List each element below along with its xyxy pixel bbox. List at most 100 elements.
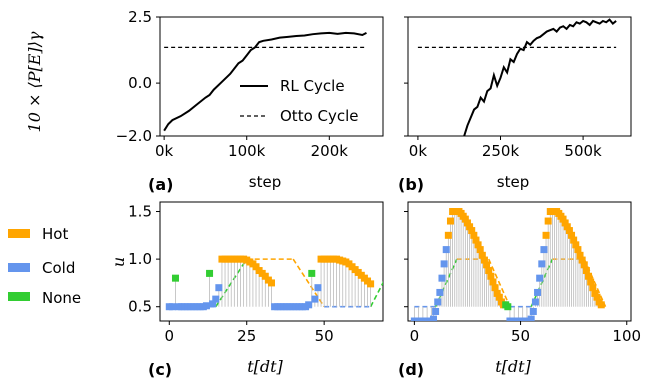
panel-c-plot bbox=[165, 255, 383, 311]
panel-b-xtick-label: 250k bbox=[482, 142, 520, 160]
panel-d-marker-hot bbox=[474, 241, 482, 249]
panel-d-marker-hot bbox=[578, 256, 586, 264]
panel-c-xtick-label: 25 bbox=[237, 327, 256, 345]
panel-d-marker-hot bbox=[470, 231, 478, 239]
panel-d-marker-cold bbox=[529, 307, 537, 315]
action-legend: Hot Cold None bbox=[8, 225, 81, 307]
panel-b-frame bbox=[407, 16, 632, 137]
panel-d-marker-cold bbox=[540, 246, 548, 254]
panel-d-otto-segment bbox=[487, 258, 511, 308]
panel-c-ytick-label: 1.5 bbox=[128, 203, 152, 221]
panel-c-xlabel: t[dt] bbox=[247, 357, 283, 376]
panel-c-marker-none bbox=[171, 274, 179, 282]
panel-d-plot bbox=[410, 208, 607, 321]
panel-d-marker-hot bbox=[542, 231, 550, 239]
panel-d-xlabel: t[dt] bbox=[495, 357, 531, 376]
panel-b-series-rl bbox=[463, 18, 617, 136]
legend-hot-swatch bbox=[8, 229, 30, 238]
panel-c-marker-none bbox=[206, 269, 214, 277]
panel-c-marker-cold bbox=[168, 303, 176, 311]
panel-c-marker-cold bbox=[212, 295, 220, 303]
panel-d-marker-cold bbox=[432, 307, 440, 315]
panel-c-otto-segment bbox=[369, 281, 383, 308]
panel-c-marker-cold bbox=[202, 302, 210, 310]
panel-d-marker-cold bbox=[538, 260, 546, 268]
panel-d-label: (d) bbox=[398, 360, 424, 379]
panel-a-xtick-label: 0k bbox=[155, 142, 174, 160]
panel-d-marker-hot bbox=[576, 251, 584, 259]
panel-d-marker-cold bbox=[440, 260, 448, 268]
panel-c-otto-segment bbox=[292, 258, 325, 308]
panel-c-label: (c) bbox=[148, 360, 172, 379]
panel-d-marker-cold bbox=[506, 317, 514, 321]
panel-c-marker-cold bbox=[209, 300, 217, 308]
panel-d-marker-cold bbox=[519, 317, 527, 321]
panel-d-axes: 0 50 100 bbox=[404, 201, 641, 345]
panel-d-marker-hot bbox=[468, 227, 476, 235]
panel-c-marker-hot bbox=[261, 272, 269, 280]
panel-a-xtick-label: 100k bbox=[228, 142, 266, 160]
panel-d-marker-hot bbox=[472, 236, 480, 244]
panel-c-marker-cold bbox=[305, 301, 313, 309]
panel-d-marker-hot bbox=[563, 223, 571, 231]
panel-d-marker-hot bbox=[565, 227, 573, 235]
legend-otto-label: Otto Cycle bbox=[280, 107, 359, 125]
panel-d-marker-hot bbox=[466, 223, 474, 231]
panel-d-marker-cold bbox=[410, 317, 418, 321]
panel-a-xlabel: step bbox=[249, 173, 281, 191]
panel-a-axes: 0k 100k 200k 2.5 0.0 −2.0 bbox=[116, 8, 384, 160]
panel-a-ylabel: 10 × ⟨P[E]⟩γ bbox=[25, 31, 44, 132]
panel-d-marker-hot bbox=[568, 231, 576, 239]
panel-d-marker-hot bbox=[463, 219, 471, 227]
panel-d-marker-hot bbox=[444, 231, 452, 239]
panel-d-marker-none bbox=[504, 303, 512, 311]
panel-d-marker-cold bbox=[510, 317, 518, 321]
panel-a-ytick-label: −2.0 bbox=[116, 127, 152, 145]
panel-c-ytick-label: 1.0 bbox=[128, 250, 152, 268]
panel-d-marker-hot bbox=[493, 289, 501, 297]
panel-c-marker-hot bbox=[268, 279, 275, 287]
panel-d-marker-hot bbox=[580, 261, 588, 269]
panel-d-marker-cold bbox=[429, 315, 437, 321]
panel-d-marker-hot bbox=[544, 217, 552, 225]
panel-d-marker-hot bbox=[446, 217, 454, 225]
panel-d-marker-hot bbox=[487, 272, 495, 280]
panel-d-marker-hot bbox=[591, 289, 599, 297]
panel-d-marker-hot bbox=[485, 267, 493, 275]
panel-b-xtick-label: 0k bbox=[409, 142, 428, 160]
panel-d-marker-cold bbox=[442, 246, 450, 254]
legend-none-label: None bbox=[42, 289, 81, 307]
panel-d-marker-hot bbox=[572, 241, 580, 249]
panel-c-ytick-label: 0.5 bbox=[128, 298, 152, 316]
panel-d-marker-hot bbox=[587, 278, 595, 286]
panel-a-label: (a) bbox=[148, 175, 173, 194]
panel-d-marker-hot bbox=[489, 278, 497, 286]
panel-c-xtick-label: 0 bbox=[165, 327, 175, 345]
panel-a-frame bbox=[159, 16, 384, 137]
panel-c-marker-cold bbox=[314, 284, 322, 292]
panel-c-marker-cold bbox=[311, 295, 319, 303]
panel-c-xtick-label: 50 bbox=[315, 327, 334, 345]
panel-d-marker-cold bbox=[523, 317, 531, 321]
panel-d-marker-cold bbox=[536, 274, 544, 282]
panel-d-marker-cold bbox=[438, 274, 446, 282]
panel-d-marker-hot bbox=[480, 256, 488, 264]
panel-b-xtick-label: 500k bbox=[564, 142, 602, 160]
panel-d-marker-cold bbox=[527, 315, 535, 321]
panel-d-marker-cold bbox=[514, 317, 522, 321]
panel-c-ylabel: u bbox=[109, 257, 128, 267]
panel-d-marker-hot bbox=[476, 246, 484, 254]
panel-c-marker-hot bbox=[367, 280, 375, 288]
panel-d-marker-hot bbox=[491, 284, 499, 292]
panel-d-marker-hot bbox=[559, 215, 567, 223]
panel-d-marker-hot bbox=[478, 251, 486, 259]
legend-hot-label: Hot bbox=[42, 225, 68, 243]
panel-d-xtick-label: 0 bbox=[410, 327, 420, 345]
panel-d-marker-cold bbox=[436, 288, 444, 296]
panel-d-marker-hot bbox=[582, 267, 590, 275]
top-legend: RL Cycle Otto Cycle bbox=[240, 77, 359, 125]
panel-d-xtick-label: 100 bbox=[612, 327, 641, 345]
panel-d-marker-hot bbox=[597, 301, 605, 309]
